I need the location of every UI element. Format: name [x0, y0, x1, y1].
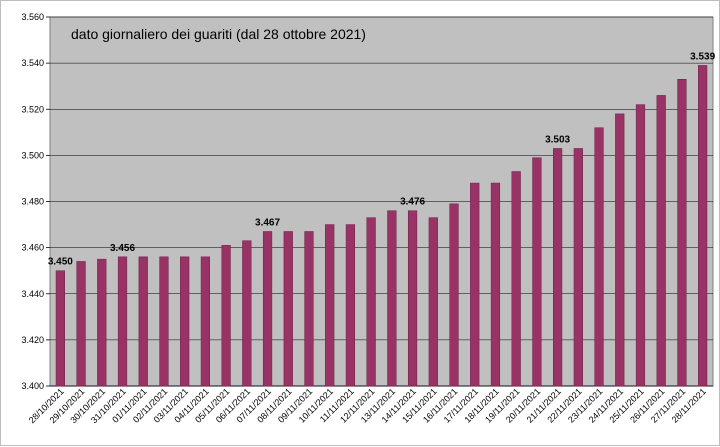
bar [407, 210, 418, 387]
bar [97, 258, 107, 387]
bar [366, 217, 376, 387]
bar [242, 240, 252, 387]
bar [180, 256, 190, 387]
bar [117, 256, 128, 387]
bar [304, 231, 314, 387]
bar [615, 113, 625, 387]
y-tick-label: 3.420 [21, 335, 44, 345]
y-tick-label: 3.460 [21, 243, 44, 253]
bar [656, 95, 666, 387]
bar [449, 203, 459, 387]
bar [159, 256, 169, 387]
bar [532, 157, 542, 387]
bar [55, 270, 65, 387]
bar [511, 171, 521, 387]
bar [573, 148, 583, 387]
bar [76, 261, 86, 387]
bar [698, 65, 708, 387]
bar [553, 148, 563, 387]
data-label: 3.467 [255, 217, 280, 228]
bar [325, 224, 335, 387]
bar [490, 182, 501, 387]
y-tick-label: 3.400 [21, 381, 44, 391]
data-label: 3.450 [48, 257, 73, 268]
data-label: 3.476 [400, 197, 425, 208]
bar [635, 104, 646, 387]
data-label: 3.503 [545, 134, 570, 145]
bar [262, 231, 273, 387]
bar [221, 245, 231, 387]
chart-title: dato giornaliero dei guariti (dal 28 ott… [71, 26, 366, 42]
bar [138, 256, 148, 387]
data-label: 3.456 [110, 243, 135, 254]
data-label: 3.539 [690, 51, 715, 62]
y-tick-label: 3.560 [21, 12, 44, 22]
bar [283, 231, 293, 387]
y-tick-label: 3.500 [21, 150, 44, 160]
y-tick-label: 3.480 [21, 197, 44, 207]
y-tick-label: 3.520 [21, 104, 44, 114]
bar [428, 217, 438, 387]
bar [594, 127, 604, 387]
bar [677, 79, 687, 387]
bar [387, 210, 397, 387]
bar [470, 182, 480, 387]
y-tick-label: 3.540 [21, 58, 44, 68]
y-tick-label: 3.440 [21, 289, 44, 299]
bar [200, 256, 210, 387]
bar [345, 224, 356, 387]
